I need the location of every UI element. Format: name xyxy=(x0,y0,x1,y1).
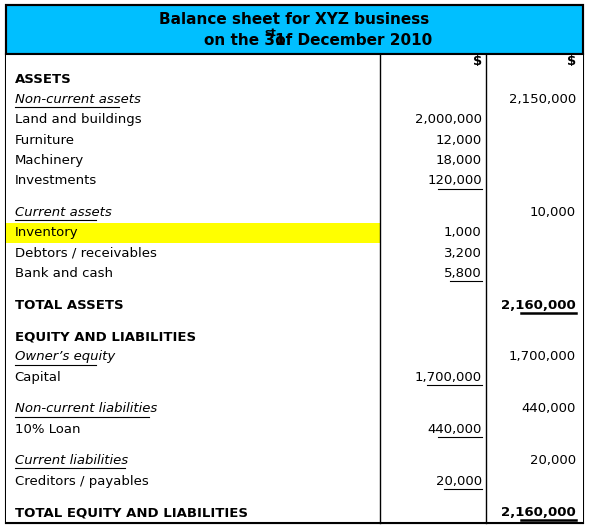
FancyBboxPatch shape xyxy=(6,5,583,54)
Text: 120,000: 120,000 xyxy=(427,174,482,187)
Text: 440,000: 440,000 xyxy=(522,402,576,416)
Text: Current liabilities: Current liabilities xyxy=(15,454,128,467)
Text: TOTAL EQUITY AND LIABILITIES: TOTAL EQUITY AND LIABILITIES xyxy=(15,506,248,519)
Text: $: $ xyxy=(473,55,482,68)
Text: Balance sheet for XYZ business: Balance sheet for XYZ business xyxy=(160,12,429,27)
Text: Capital: Capital xyxy=(15,371,61,384)
Text: Land and buildings: Land and buildings xyxy=(15,114,141,127)
Text: Non-current liabilities: Non-current liabilities xyxy=(15,402,157,416)
Text: Bank and cash: Bank and cash xyxy=(15,267,112,280)
FancyBboxPatch shape xyxy=(6,223,380,243)
Text: Owner’s equity: Owner’s equity xyxy=(15,351,115,363)
Text: EQUITY AND LIABILITIES: EQUITY AND LIABILITIES xyxy=(15,330,196,343)
Text: 440,000: 440,000 xyxy=(428,422,482,436)
Text: 1,000: 1,000 xyxy=(444,227,482,239)
Text: Machinery: Machinery xyxy=(15,154,84,167)
Text: 2,150,000: 2,150,000 xyxy=(509,93,576,106)
Text: 3,200: 3,200 xyxy=(444,247,482,260)
Text: 5,800: 5,800 xyxy=(444,267,482,280)
Text: 2,160,000: 2,160,000 xyxy=(501,298,576,312)
Text: 2,000,000: 2,000,000 xyxy=(415,114,482,127)
Text: Furniture: Furniture xyxy=(15,134,75,147)
Text: $: $ xyxy=(567,55,576,68)
Text: 18,000: 18,000 xyxy=(436,154,482,167)
Text: 10% Loan: 10% Loan xyxy=(15,422,80,436)
Text: 20,000: 20,000 xyxy=(530,454,576,467)
Text: 1,700,000: 1,700,000 xyxy=(509,351,576,363)
Text: 20,000: 20,000 xyxy=(436,475,482,487)
Text: ASSETS: ASSETS xyxy=(15,73,71,86)
Text: 2,160,000: 2,160,000 xyxy=(501,506,576,519)
Text: Creditors / payables: Creditors / payables xyxy=(15,475,148,487)
Text: 12,000: 12,000 xyxy=(435,134,482,147)
Text: Inventory: Inventory xyxy=(15,227,78,239)
FancyBboxPatch shape xyxy=(6,54,583,523)
Text: of December 2010: of December 2010 xyxy=(270,33,432,48)
Text: Non-current assets: Non-current assets xyxy=(15,93,141,106)
Text: Current assets: Current assets xyxy=(15,206,111,219)
Text: st: st xyxy=(265,29,277,39)
Text: TOTAL ASSETS: TOTAL ASSETS xyxy=(15,298,123,312)
Text: Investments: Investments xyxy=(15,174,97,187)
Text: 10,000: 10,000 xyxy=(530,206,576,219)
Text: on the 31: on the 31 xyxy=(204,33,286,48)
Text: 1,700,000: 1,700,000 xyxy=(415,371,482,384)
Text: Debtors / receivables: Debtors / receivables xyxy=(15,247,157,260)
